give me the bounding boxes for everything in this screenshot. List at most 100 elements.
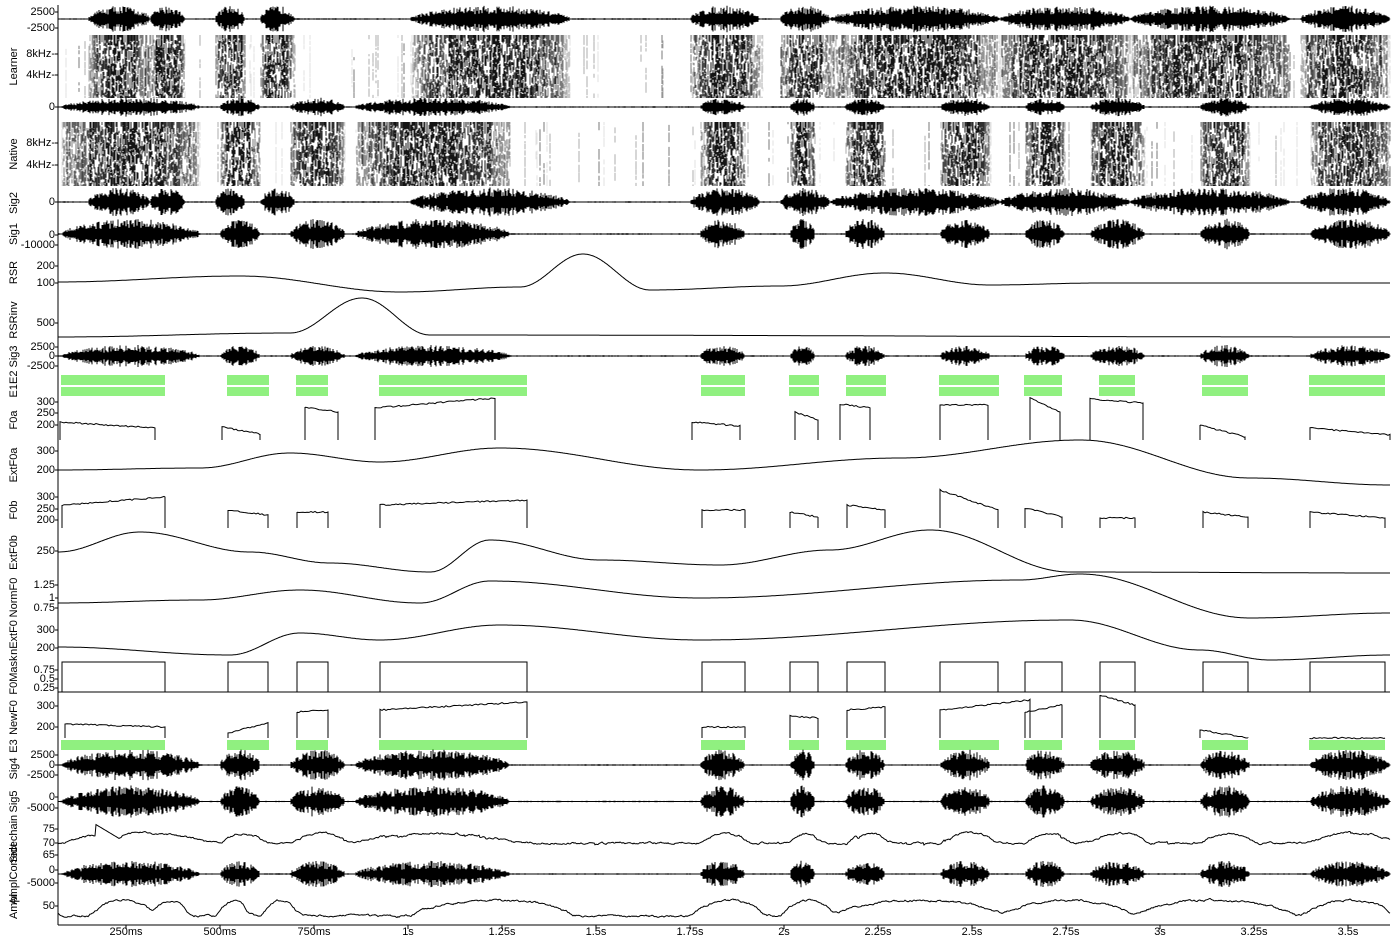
waveform — [57, 860, 1391, 888]
axis-frame — [57, 5, 1390, 926]
f0-track — [64, 694, 1386, 740]
spectrogram — [62, 122, 1390, 186]
mask-box — [379, 661, 528, 693]
tick-label: 200 — [37, 260, 55, 272]
tick-label: -10000 — [21, 239, 55, 251]
time-label: 2s — [778, 926, 790, 938]
tick-label: 300 — [37, 700, 55, 712]
voicing-marks — [61, 740, 1385, 750]
tick-label: 1.25 — [34, 579, 55, 591]
tick-label: -2500 — [27, 769, 55, 781]
curve — [58, 619, 1390, 661]
tick-label: 0 — [49, 864, 55, 876]
spectrogram — [94, 35, 1381, 98]
spectrogram — [66, 122, 1387, 186]
curve — [58, 253, 1390, 293]
spectrogram — [87, 122, 1383, 186]
tick-label: -5000 — [27, 877, 55, 889]
tick-label: 0 — [49, 350, 55, 362]
track-label: nExtF0 — [8, 620, 20, 655]
tick-label: 2500 — [31, 749, 55, 761]
track-label: Sidechain — [8, 815, 20, 863]
mask-box — [61, 661, 166, 693]
waveform — [57, 785, 1391, 818]
tick-label: 300 — [37, 491, 55, 503]
curve — [58, 573, 1390, 619]
track-label: Sig4 — [8, 757, 20, 779]
track-label: Sig5 — [8, 790, 20, 812]
mask-box — [296, 661, 329, 693]
tick-label: 2500 — [31, 341, 55, 353]
mask-box — [939, 661, 999, 693]
tick-label: 0 — [49, 196, 55, 208]
tick-label: 4kHz- — [26, 159, 55, 171]
envelope — [57, 897, 1391, 919]
waveform — [57, 5, 1391, 33]
tick-label: 500 — [37, 317, 55, 329]
tick-label: 0.25 — [34, 682, 55, 694]
track-label: NormF0 — [8, 578, 20, 618]
track-label: AmplCorrect — [8, 843, 20, 904]
waveform — [57, 749, 1391, 781]
track-label: F0a — [8, 410, 20, 430]
mask-box — [1024, 661, 1063, 693]
voicing-marks — [61, 387, 1385, 396]
track-label: ExtF0a — [8, 447, 20, 483]
time-label: 1s — [402, 926, 414, 938]
time-label: 2.5s — [962, 926, 983, 938]
track-label: Ampl — [8, 894, 20, 919]
time-label: 750ms — [297, 926, 331, 938]
spectrogram — [96, 35, 1382, 98]
tick-label: 200 — [37, 514, 55, 526]
tick-label: 2500 — [31, 6, 55, 18]
tick-label: 0.5 — [40, 673, 55, 685]
tick-label: 65 — [43, 849, 55, 861]
tick-label: 300 — [37, 624, 55, 636]
waveform — [57, 345, 1391, 367]
track-label: ExtF0b — [8, 535, 20, 570]
tick-label: 0 — [49, 791, 55, 803]
tick-label: -5000 — [27, 802, 55, 814]
tick-label: -2500 — [27, 22, 55, 34]
track-label: Sig1 — [8, 223, 20, 245]
mask-box — [1309, 661, 1386, 693]
time-label: 3s — [1154, 926, 1166, 938]
mask-box — [227, 661, 269, 693]
f0-track — [59, 396, 1391, 440]
mask-box — [701, 661, 746, 693]
track-label: E1E2 — [8, 371, 20, 398]
tick-label: 250 — [37, 545, 55, 557]
curve — [58, 297, 1390, 338]
track-label: NewF0 — [8, 700, 20, 735]
time-label: 500ms — [203, 926, 237, 938]
tick-label: -2500 — [27, 360, 55, 372]
mask-box — [846, 661, 886, 693]
waveform — [57, 187, 1391, 217]
track-label: E3 — [8, 739, 20, 752]
track-label: RSR — [8, 261, 20, 284]
waveform — [57, 218, 1391, 250]
mask-box — [1099, 661, 1136, 693]
tick-label: 200 — [37, 721, 55, 733]
time-label: 1.25s — [489, 926, 516, 938]
tick-label: 100 — [37, 277, 55, 289]
time-label: 2.25s — [865, 926, 892, 938]
tick-label: 0 — [49, 229, 55, 241]
tick-label: 250 — [37, 407, 55, 419]
track-label: F0b — [8, 501, 20, 520]
mask-box — [789, 661, 819, 693]
tick-label: 0.75 — [34, 602, 55, 614]
tick-label: 8kHz- — [26, 137, 55, 149]
tick-label: 8kHz- — [26, 48, 55, 60]
waveform — [57, 97, 1391, 117]
track-label: Native — [8, 138, 20, 169]
track-label: Sig2 — [8, 192, 20, 214]
time-label: 3.25s — [1241, 926, 1268, 938]
tick-label: 250 — [37, 503, 55, 515]
time-label: 3.5s — [1338, 926, 1359, 938]
time-label: 2.75s — [1053, 926, 1080, 938]
track-label: F0Mask — [8, 655, 20, 695]
tick-label: 0 — [49, 759, 55, 771]
f0-track — [61, 488, 1386, 528]
